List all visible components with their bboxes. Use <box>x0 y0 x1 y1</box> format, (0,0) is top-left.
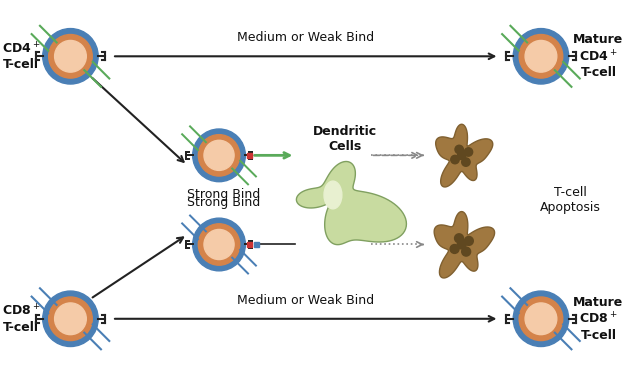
Circle shape <box>464 148 473 156</box>
Circle shape <box>461 247 470 256</box>
Circle shape <box>513 291 569 346</box>
Circle shape <box>525 303 557 334</box>
Polygon shape <box>296 162 406 245</box>
Circle shape <box>458 151 466 160</box>
Circle shape <box>451 156 459 164</box>
Text: CD4$^+$
T-cell: CD4$^+$ T-cell <box>2 41 40 71</box>
Circle shape <box>519 35 563 78</box>
Circle shape <box>525 40 557 72</box>
Polygon shape <box>434 212 495 278</box>
Ellipse shape <box>324 181 342 209</box>
Text: Dendritic
Cells: Dendritic Cells <box>313 124 377 152</box>
Circle shape <box>193 129 245 182</box>
Circle shape <box>465 237 474 245</box>
Circle shape <box>49 35 92 78</box>
Circle shape <box>43 28 98 84</box>
Text: Strong Bind: Strong Bind <box>188 196 260 209</box>
Text: Medium or Weak Bind: Medium or Weak Bind <box>237 294 374 307</box>
Circle shape <box>54 303 86 334</box>
Circle shape <box>204 230 234 260</box>
Bar <box>247 242 252 247</box>
Circle shape <box>54 40 86 72</box>
Circle shape <box>204 140 234 170</box>
Text: T-cell
Apoptosis: T-cell Apoptosis <box>540 186 601 214</box>
Circle shape <box>519 297 563 341</box>
Text: Strong Bind: Strong Bind <box>188 189 260 202</box>
Circle shape <box>198 224 240 265</box>
Polygon shape <box>436 124 493 187</box>
Circle shape <box>454 234 463 243</box>
Circle shape <box>49 297 92 341</box>
Circle shape <box>455 145 463 154</box>
Circle shape <box>461 158 470 166</box>
Bar <box>247 153 252 158</box>
Text: Mature
CD8$^+$
T-cell: Mature CD8$^+$ T-cell <box>573 296 623 342</box>
Bar <box>253 242 259 247</box>
Text: Mature
CD4$^+$
T-cell: Mature CD4$^+$ T-cell <box>573 33 623 79</box>
Circle shape <box>193 218 245 271</box>
Circle shape <box>450 245 459 253</box>
Circle shape <box>43 291 98 346</box>
Text: CD8$^+$
T-cell: CD8$^+$ T-cell <box>2 304 40 334</box>
Text: Medium or Weak Bind: Medium or Weak Bind <box>237 31 374 45</box>
Circle shape <box>513 28 569 84</box>
Circle shape <box>457 240 466 249</box>
Circle shape <box>198 135 240 176</box>
